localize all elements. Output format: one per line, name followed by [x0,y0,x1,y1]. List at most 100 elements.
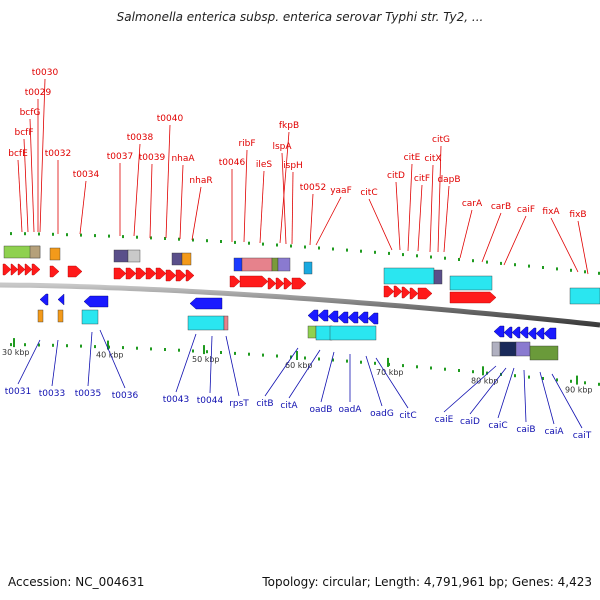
guide-dot [94,234,96,238]
guide-dot [136,235,138,239]
bottom-gene-label: t0031 [5,387,31,397]
forward-gene-arrow [275,277,285,290]
bottom-gene-leader-line [320,351,335,403]
feature-block [81,309,99,325]
bottom-gene-label: caiT [573,431,592,441]
guide-dot [24,343,26,347]
feature-block [499,341,517,357]
feature-block [241,257,273,272]
bottom-gene-label: oadA [339,405,363,415]
forward-gene-arrow [401,286,411,299]
guide-dot [150,347,152,351]
forward-gene-arrow [113,267,127,280]
forward-gene-arrow [383,285,395,298]
guide-dot [234,351,236,355]
top-gene-label: ileS [256,160,273,170]
guide-dot [290,244,292,248]
feature-block [113,249,129,263]
top-gene-leader-line [281,152,287,245]
reverse-gene-arrow [327,310,339,323]
scale-tick [13,338,15,348]
forward-gene-arrow [31,263,41,276]
top-gene-leader-line [179,164,184,240]
reverse-gene-arrow [519,326,529,339]
forward-gene-arrow [393,285,403,298]
guide-dot [388,251,390,255]
top-gene-label: citX [424,154,441,164]
top-gene-leader-line [503,215,527,266]
reverse-gene-arrow [57,293,65,306]
guide-dot [108,234,110,238]
bottom-gene-leader-line [539,371,555,425]
top-gene-label: nhaA [171,154,195,164]
feature-block [529,345,559,361]
guide-dot [38,343,40,347]
top-gene-leader-line [550,217,579,273]
feature-block [171,252,183,266]
guide-dot [38,232,40,236]
top-gene-leader-line [79,180,87,235]
bottom-gene-leader-line [365,355,383,407]
guide-dot [584,381,586,385]
features-layer [3,245,600,361]
scale-tick [576,375,578,385]
top-gene-leader-line [243,149,248,243]
top-gene-label: t0034 [73,170,100,180]
bottom-gene-leader-line [523,369,527,423]
bottom-gene-leader-line [551,373,583,429]
feature-block [223,315,229,331]
top-gene-leader-line [459,209,473,259]
guide-dot [472,259,474,263]
guide-dot [178,348,180,352]
top-gene-label: t0037 [107,152,133,162]
guide-dot [416,365,418,369]
reverse-gene-arrow [317,309,329,322]
top-gene-leader-line [29,118,35,233]
top-gene-leader-line [437,145,442,253]
guide-dot [52,343,54,347]
scale-tick [107,340,109,350]
feature-block [569,287,600,305]
feature-block [233,257,243,272]
feature-block [127,249,141,263]
guide-dot [262,242,264,246]
guide-dot [248,241,250,245]
top-gene-label: t0046 [219,158,246,168]
forward-gene-arrow [291,277,307,290]
scale-tick [203,345,205,355]
guide-dot [276,354,278,358]
bottom-gene-leader-line [469,367,507,415]
top-gene-label: nhaR [189,176,212,186]
guide-dot [556,378,558,382]
guide-dot [598,271,600,275]
reverse-gene-arrow [503,326,513,339]
guide-dot [402,253,404,257]
top-gene-label: t0029 [25,88,52,98]
bottom-gene-leader-line [51,339,59,387]
guide-dot [570,379,572,383]
forward-gene-arrow [417,287,433,300]
guide-dot [10,232,12,236]
bottom-gene-label: citA [280,401,298,411]
feature-block [449,275,493,291]
forward-gene-arrow [267,277,277,290]
guide-dot [584,270,586,274]
bottom-gene-leader-line [175,333,197,393]
guide-dot [220,240,222,243]
bottom-gene-leader-line [225,335,240,397]
guide-dot [542,266,544,269]
guide-dot [486,260,488,264]
feature-block [57,309,64,323]
bottom-gene-leader-line [288,349,321,399]
bottom-gene-label: caiD [460,417,480,427]
guide-dot [458,258,460,261]
top-gene-leader-line [191,186,202,241]
top-gene-leader-line [133,143,141,237]
guide-dot [122,346,124,350]
top-gene-leader-line [291,171,294,245]
guide-dot [66,233,68,237]
top-gene-label: caiF [517,205,535,215]
forward-gene-arrow [449,291,497,304]
forward-gene-arrow [125,267,137,280]
